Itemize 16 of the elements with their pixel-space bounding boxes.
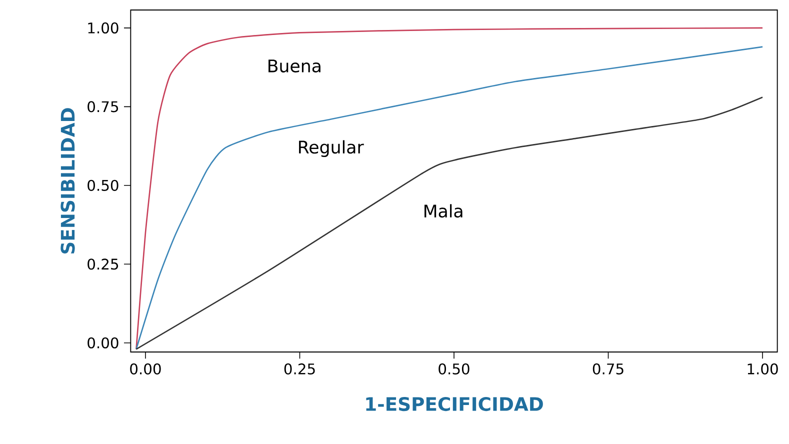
x-axis-title: 1-ESPECIFICIDAD — [366, 396, 543, 412]
series-label: Regular — [299, 140, 364, 157]
x-tick-label: 1.00 — [748, 363, 778, 374]
y-tick-label: 0.50 — [88, 180, 118, 191]
x-tick-label: 0.00 — [130, 363, 161, 374]
y-tick-label: 0.00 — [88, 337, 118, 348]
y-axis-title: SENSIBILIDAD — [60, 108, 75, 254]
x-tick-label: 0.75 — [592, 363, 624, 374]
x-tick-label: 0.25 — [284, 363, 315, 374]
y-tick-label: 0.75 — [88, 101, 118, 112]
series-label: Buena — [268, 60, 320, 72]
y-tick-label: 1.00 — [88, 22, 118, 34]
y-tick-label: 0.25 — [88, 258, 118, 270]
x-tick-label: 0.50 — [438, 363, 470, 374]
line-series — [136, 96, 764, 350]
series-label: Mala — [424, 204, 462, 218]
